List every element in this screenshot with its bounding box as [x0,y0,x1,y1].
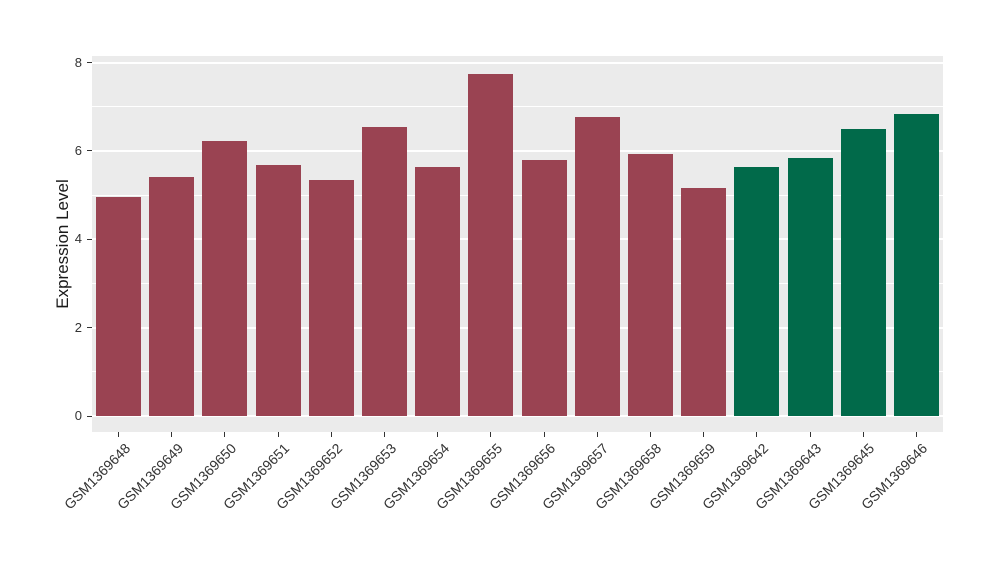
x-tick-mark [224,432,226,437]
bar [787,157,833,416]
x-tick-mark [543,432,545,437]
y-tick-mark [87,62,92,64]
x-tick-mark [703,432,705,437]
x-tick-mark [171,432,173,437]
bar [521,160,567,416]
x-tick-mark [277,432,279,437]
gridline-major [92,326,943,329]
x-tick-mark [915,432,917,437]
bar [627,154,673,416]
bar [734,166,780,416]
bar [840,129,886,416]
gridline-major [92,61,943,64]
x-tick-mark [490,432,492,437]
bar [308,180,354,416]
bar [681,187,727,416]
y-tick-label: 2 [74,319,82,335]
y-tick-label: 8 [74,54,82,70]
x-tick-mark [437,432,439,437]
bar [202,141,248,416]
x-tick-mark [596,432,598,437]
bar [468,74,514,416]
plot-panel [92,56,943,432]
x-tick-mark [649,432,651,437]
x-tick-mark [330,432,332,437]
x-tick-mark [118,432,120,437]
x-tick-mark [756,432,758,437]
gridline-major [92,238,943,241]
x-tick-mark [862,432,864,437]
bar [893,113,939,416]
bar [415,167,461,416]
y-tick-label: 6 [74,142,82,158]
y-tick-mark [87,238,92,240]
y-tick-mark [87,150,92,152]
bar [362,126,408,416]
x-tick-mark [384,432,386,437]
y-tick-mark [87,327,92,329]
gridline-minor [92,282,943,284]
y-tick-mark [87,415,92,417]
gridline-major [92,415,943,417]
bar [96,197,142,416]
gridline-major [92,149,943,152]
x-tick-mark [809,432,811,437]
gridline-minor [92,194,943,196]
bar [149,176,195,416]
y-tick-label: 0 [74,408,82,423]
gridline-minor [92,106,943,108]
gridline-minor [92,371,943,373]
y-tick-label: 4 [74,231,82,247]
bar [574,117,620,416]
bar [255,165,301,416]
